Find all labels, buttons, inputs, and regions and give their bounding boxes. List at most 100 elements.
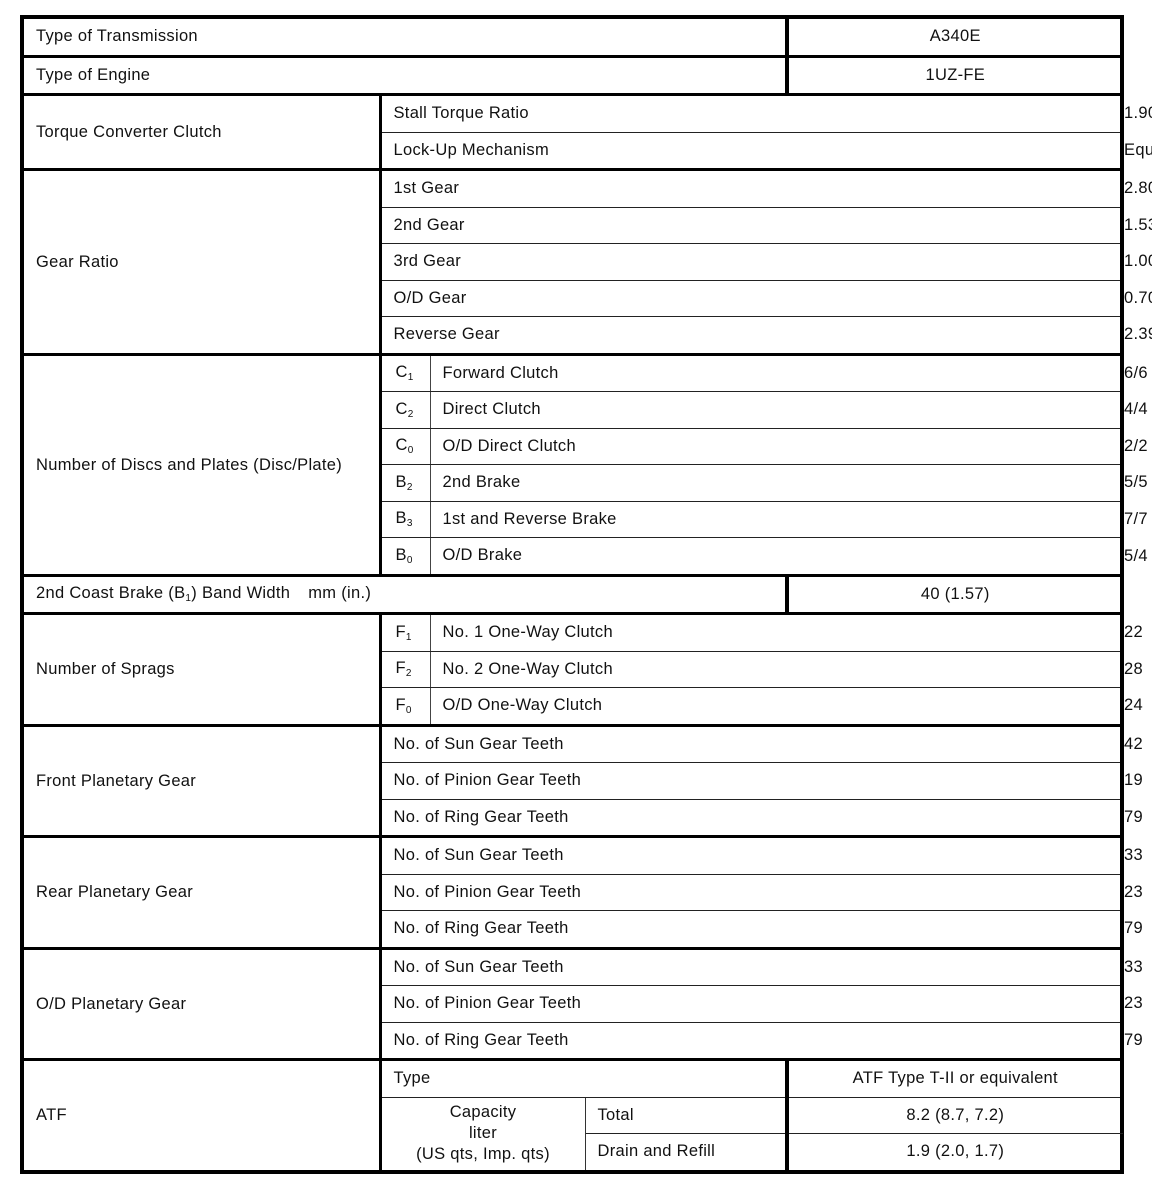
capacity-text: Capacity: [449, 1103, 517, 1121]
code-sub: 0: [405, 704, 412, 716]
group-label: Number of Discs and Plates (Disc/Plate): [21, 352, 382, 576]
table-row: No. of Ring Gear Teeth 79: [22, 1021, 1143, 1060]
code-sub: 1: [407, 372, 414, 384]
table-row: No. of Pinion Gear Teeth 23: [22, 985, 1143, 1023]
spec-label: Type of Engine: [21, 54, 788, 95]
group-label: Torque Converter Clutch: [21, 93, 382, 170]
component-code: B3: [379, 500, 431, 538]
code-sub: 1: [405, 631, 412, 643]
component-code: F1: [379, 612, 431, 652]
band-suffix: ) Band Width: [191, 584, 291, 603]
capacity-unit: liter: [468, 1124, 498, 1142]
spec-label: No. of Pinion Gear Teeth: [379, 762, 1123, 800]
code-letter: B: [395, 509, 407, 528]
spec-label: 3rd Gear: [379, 243, 1123, 281]
spec-label: No. 2 One-Way Clutch: [429, 650, 1123, 688]
table-row: Number of Discs and Plates (Disc/Plate) C…: [21, 352, 1148, 576]
spec-value: 40 (1.57): [785, 573, 1123, 614]
spec-label: No. of Sun Gear Teeth: [379, 723, 1123, 763]
transmission-spec-table: Type of Transmission A340E Type of Engine 1…: [20, 15, 1152, 1174]
table-row: Capacity liter (US qts, Imp. qts) Total 8.2 …: [22, 1096, 1123, 1172]
spec-label: O/D One-Way Clutch: [429, 687, 1123, 726]
group-label: Front Planetary Gear: [21, 723, 382, 837]
table-row: Rear Planetary Gear No. of Sun Gear Teeth…: [21, 835, 1143, 949]
spec-value: 1UZ-FE: [785, 54, 1123, 95]
table-row: ATF Type ATF Type T-II or equivalent: [21, 1058, 1123, 1172]
spec-label: Reverse Gear: [379, 316, 1123, 355]
spec-label: Type of Transmission: [21, 16, 788, 57]
spec-label: No. of Ring Gear Teeth: [379, 910, 1123, 949]
table-row: Lock-Up MechanismEquipped: [22, 131, 1152, 170]
component-code: C0: [379, 427, 431, 465]
group-label: O/D Planetary Gear: [21, 946, 382, 1060]
table-row: F0 O/D One-Way Clutch 24: [22, 687, 1143, 726]
group-label: Gear Ratio: [21, 168, 382, 355]
component-code: B2: [379, 464, 431, 502]
spec-label: No. 1 One-Way Clutch: [429, 612, 1123, 652]
code-sub: 0: [406, 554, 413, 566]
code-letter: B: [395, 472, 407, 491]
group-label: Rear Planetary Gear: [21, 835, 382, 949]
spec-label: No. of Ring Gear Teeth: [379, 798, 1123, 837]
spec-label: Lock-Up Mechanism: [379, 131, 1123, 170]
atf-total-value: 8.2 (8.7, 7.2): [785, 1096, 1123, 1134]
spec-label: No. of Sun Gear Teeth: [379, 835, 1123, 875]
code-letter: B: [395, 545, 407, 564]
table-row: No. of Pinion Gear Teeth 19: [22, 762, 1143, 800]
table-row: C2 Direct Clutch 4/4: [22, 391, 1148, 429]
table-row: Type of Transmission A340E: [21, 16, 1123, 57]
table-row: C0 O/D Direct Clutch 2/2: [22, 427, 1148, 465]
spec-value: A340E: [785, 16, 1123, 57]
spec-label: 1st and Reverse Brake: [429, 500, 1123, 538]
code-sub: 2: [406, 481, 413, 493]
code-letter: F: [395, 659, 406, 678]
atf-drain-value: 1.9 (2.0, 1.7): [785, 1133, 1123, 1172]
spec-label: 2nd Brake: [429, 464, 1123, 502]
capacity-unit-alt: (US qts, Imp. qts): [416, 1145, 550, 1163]
spec-label: No. of Pinion Gear Teeth: [379, 873, 1123, 911]
component-code: F2: [379, 650, 431, 688]
atf-capacity-label: Capacity liter (US qts, Imp. qts): [379, 1096, 586, 1172]
atf-type-label: Type: [379, 1058, 788, 1098]
table-row: O/D Planetary Gear No. of Sun Gear Teeth 3…: [21, 946, 1143, 1060]
code-sub: 2: [405, 668, 412, 680]
component-code: F0: [379, 687, 431, 726]
table-row: 2nd Coast Brake (B1) Band Width mm (in.) 4…: [21, 573, 1123, 614]
component-code: C2: [379, 391, 431, 429]
table-row: Drain and Refill 1.9 (2.0, 1.7): [22, 1133, 1123, 1172]
group-label: Number of Sprags: [21, 612, 382, 726]
spec-label: Direct Clutch: [429, 391, 1123, 429]
code-letter: F: [395, 695, 406, 714]
table-row: Number of Sprags F1 No. 1 One-Way Clutch 22: [21, 612, 1143, 726]
group-label: ATF: [21, 1058, 382, 1172]
table-row: No. of Ring Gear Teeth 79: [22, 798, 1143, 837]
table-row: F2 No. 2 One-Way Clutch 28: [22, 650, 1143, 688]
atf-drain-label: Drain and Refill: [584, 1133, 788, 1172]
band-sub: 1: [185, 593, 192, 605]
spec-label: O/D Brake: [429, 537, 1123, 576]
component-code: B0: [379, 537, 431, 576]
component-code: C1: [379, 352, 431, 392]
band-prefix: 2nd Coast Brake (B: [36, 584, 186, 603]
spec-label: O/D Direct Clutch: [429, 427, 1123, 465]
table-row: B3 1st and Reverse Brake 7/7: [22, 500, 1148, 538]
atf-type-value: ATF Type T-II or equivalent: [785, 1058, 1123, 1098]
table-row: No. of Pinion Gear Teeth 23: [22, 873, 1143, 911]
spec-label: No. of Ring Gear Teeth: [379, 1021, 1123, 1060]
band-width-label: 2nd Coast Brake (B1) Band Width mm (in.): [21, 573, 788, 614]
spec-label: No. of Sun Gear Teeth: [379, 946, 1123, 986]
code-letter: C: [395, 399, 408, 418]
spec-label: No. of Pinion Gear Teeth: [379, 985, 1123, 1023]
code-letter: C: [395, 363, 408, 382]
table-row: No. of Ring Gear Teeth 79: [22, 910, 1143, 949]
code-letter: C: [395, 436, 408, 455]
code-letter: F: [395, 622, 406, 641]
table-row: Type of Engine 1UZ-FE: [21, 54, 1123, 95]
code-sub: 2: [407, 408, 414, 420]
code-sub: 3: [406, 518, 413, 530]
